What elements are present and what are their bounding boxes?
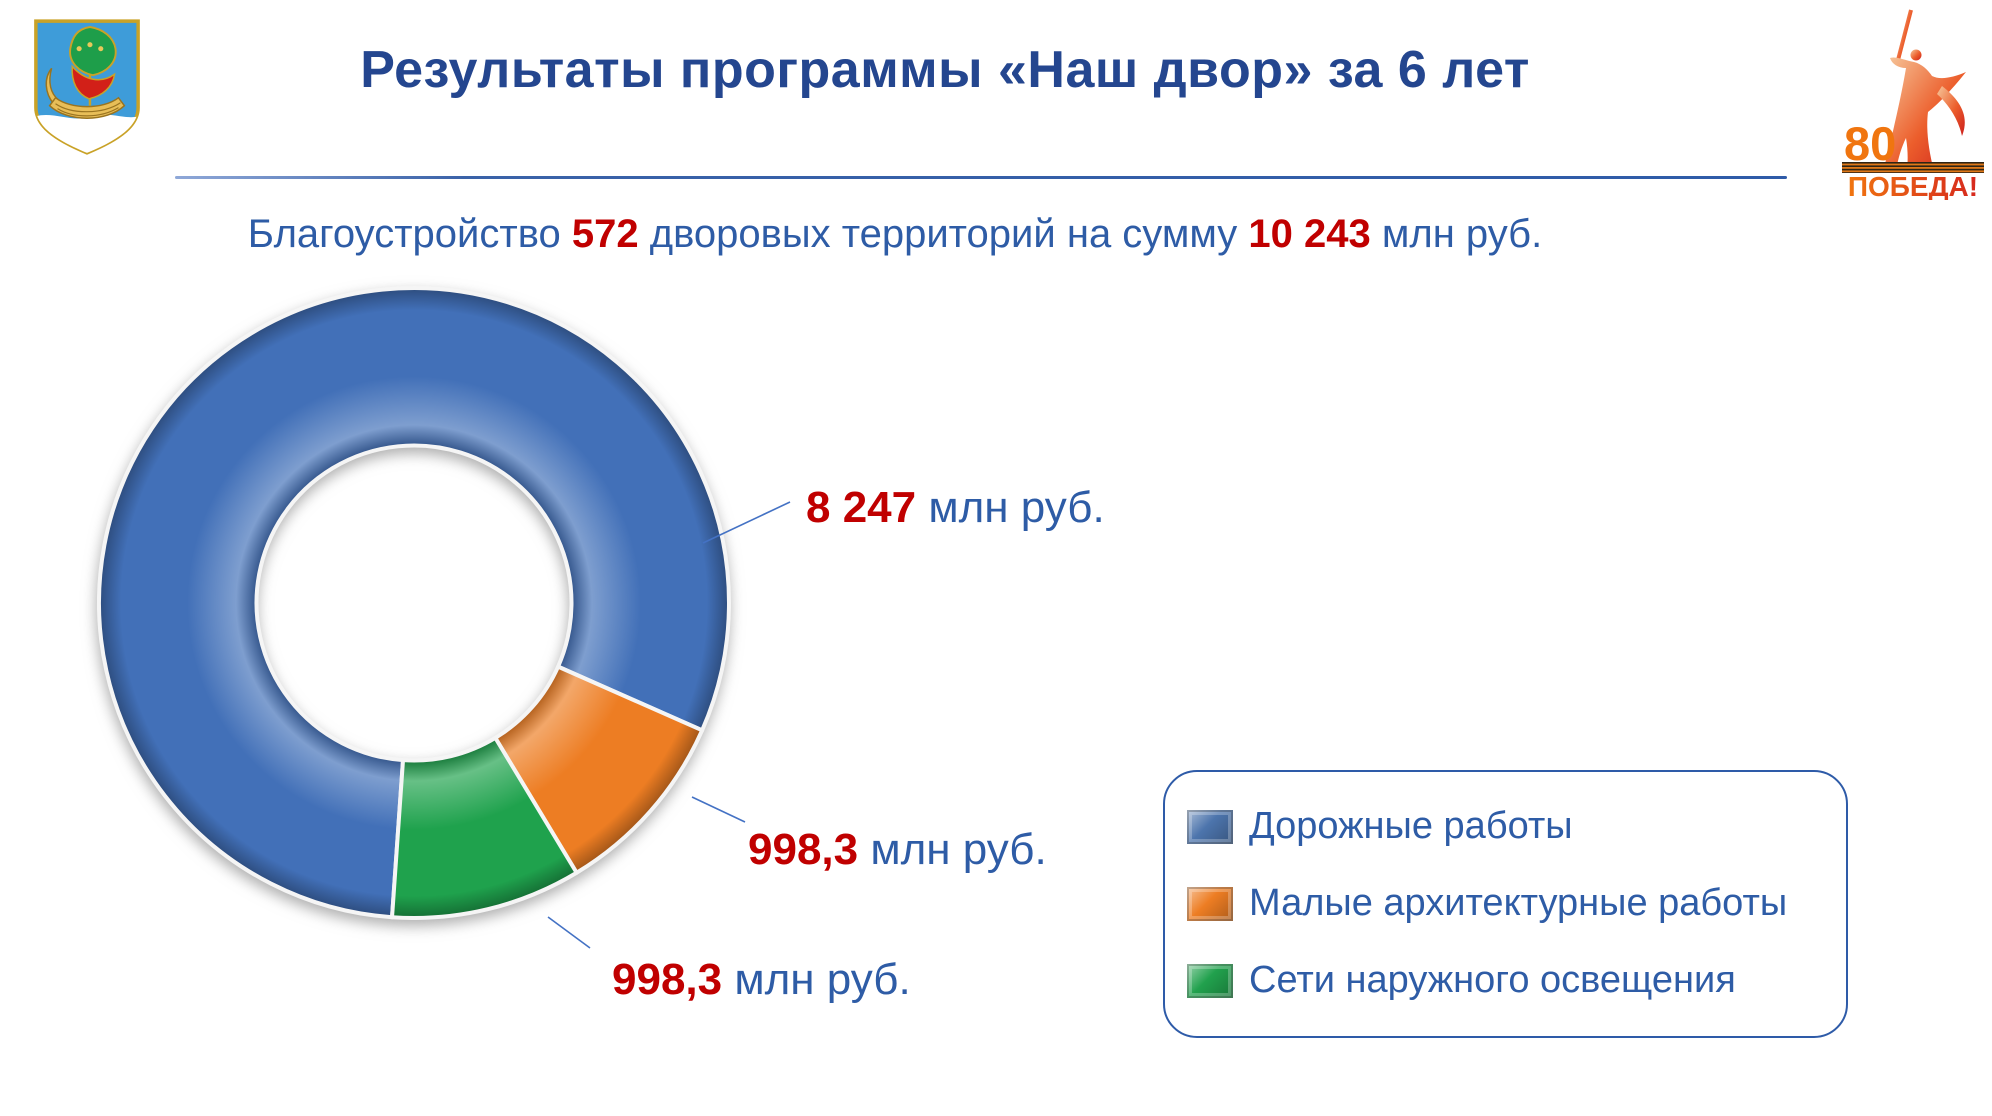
waves [35, 113, 139, 153]
legend-label-lighting: Сети наружного освещения [1249, 959, 1736, 1002]
callout-roads-value: 8 247 [806, 483, 917, 532]
callout-lighting: 998,3 млн руб. [612, 955, 911, 1005]
sail-green [69, 26, 117, 77]
legend-label-roads: Дорожные работы [1249, 804, 1573, 847]
subtitle-suffix: млн руб. [1370, 212, 1543, 256]
motherland-statue [1884, 57, 1966, 172]
legend-swatch-architecture [1187, 886, 1233, 921]
legend-item-lighting: Сети наружного освещения [1187, 960, 1824, 1002]
chart-legend: Дорожные работы Малые архитектурные рабо… [1163, 770, 1848, 1038]
callout-lighting-value: 998,3 [612, 955, 723, 1004]
st-george-ribbon [1842, 162, 1984, 173]
page-title: Результаты программы «Наш двор» за 6 лет [360, 41, 1530, 99]
subtitle: Благоустройство 572 дворовых территорий … [95, 212, 1695, 257]
callout-roads-unit: млн руб. [928, 483, 1105, 532]
callout-architecture-value: 998,3 [748, 825, 859, 874]
statue-scarf [1937, 86, 1965, 136]
callout-roads: 8 247 млн руб. [806, 483, 1105, 533]
callout-architecture: 998,3 млн руб. [748, 825, 1047, 875]
title-divider [175, 176, 1787, 179]
callout-lighting-unit: млн руб. [734, 955, 911, 1004]
callout-architecture-unit: млн руб. [870, 825, 1047, 874]
subtitle-count: 572 [571, 212, 639, 256]
subtitle-total: 10 243 [1248, 212, 1371, 256]
victory-80-logo: 80 ПОБЕДА! [1842, 9, 1984, 200]
statue-head [1910, 49, 1922, 61]
naberezhnye-chelny-coat-of-arms [34, 19, 140, 155]
leader-line-lighting [547, 916, 591, 949]
sail-red [71, 64, 116, 100]
victory-number: 80 [1844, 117, 1896, 170]
leader-lines [547, 501, 791, 949]
victory-word: ПОБЕДА! [1848, 171, 1978, 200]
sword-icon [1896, 9, 1913, 61]
subtitle-prefix: Благоустройство [247, 212, 572, 256]
subtitle-middle: дворовых территорий на сумму [638, 212, 1249, 256]
donut-segments [97, 286, 731, 920]
donut-segment-0 [97, 286, 731, 920]
leader-line-architecture [691, 796, 746, 823]
leader-line-roads [702, 501, 791, 544]
donut-segment-2 [390, 735, 579, 920]
prow [45, 67, 59, 105]
legend-label-architecture: Малые архитектурные работы [1249, 882, 1788, 925]
legend-swatch-lighting [1187, 964, 1233, 999]
legend-item-architecture: Малые архитектурные работы [1187, 882, 1824, 925]
legend-swatch-roads [1187, 809, 1233, 844]
legend-item-roads: Дорожные работы [1187, 804, 1824, 848]
donut-chart [97, 286, 791, 949]
